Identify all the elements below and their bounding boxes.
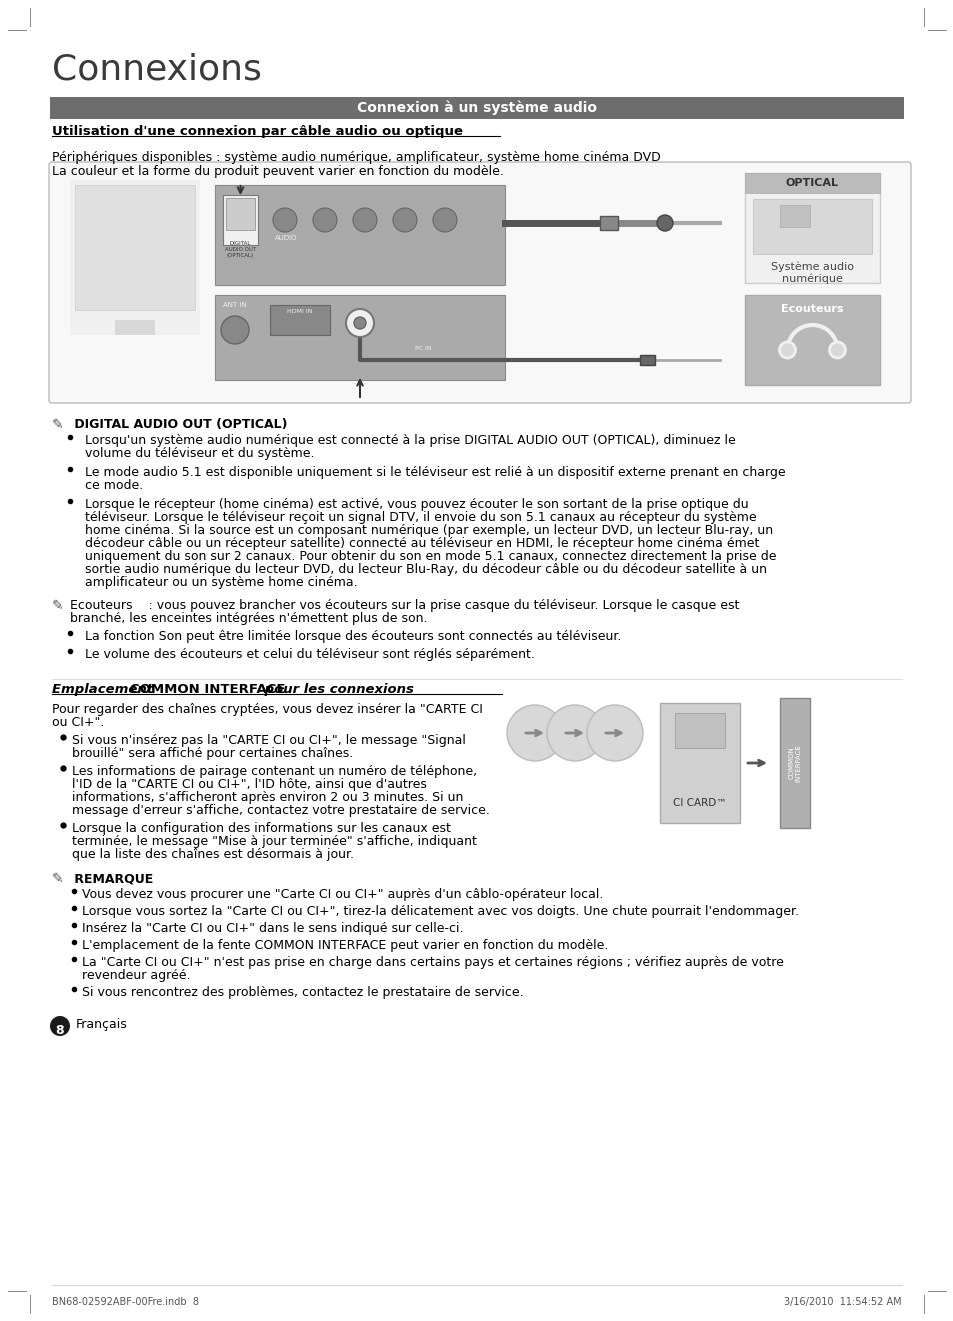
Text: décodeur câble ou un récepteur satellite) connecté au téléviseur en HDMI, le réc: décodeur câble ou un récepteur satellite… [85,538,759,550]
Text: HDMI IN: HDMI IN [287,309,313,314]
Text: ou CI+".: ou CI+". [52,716,104,729]
Bar [115,320,154,336]
Text: ce mode.: ce mode. [85,480,143,491]
Text: Si vous rencontrez des problèmes, contactez le prestataire de service.: Si vous rencontrez des problèmes, contac… [82,985,523,999]
Bar [70,180,200,336]
Text: DIGITAL AUDIO OUT (OPTICAL): DIGITAL AUDIO OUT (OPTICAL) [70,417,287,431]
Text: Pour regarder des chaînes cryptées, vous devez insérer la "CARTE CI: Pour regarder des chaînes cryptées, vous… [52,703,482,716]
Circle shape [273,207,296,232]
Circle shape [50,1016,70,1036]
Text: REMARQUE: REMARQUE [70,872,153,885]
Bar [223,196,257,244]
Bar [214,185,504,285]
Text: AUDIO: AUDIO [274,235,297,240]
Circle shape [346,309,374,337]
Text: PC IN: PC IN [415,346,431,351]
Text: branché, les enceintes intégrées n'émettent plus de son.: branché, les enceintes intégrées n'émett… [70,612,427,625]
FancyBboxPatch shape [49,162,910,403]
Circle shape [506,705,562,761]
Text: Lorsqu'un système audio numérique est connecté à la prise DIGITAL AUDIO OUT (OPT: Lorsqu'un système audio numérique est co… [85,435,735,446]
Bar [744,173,879,283]
Text: Périphériques disponibles : système audio numérique, amplificateur, système home: Périphériques disponibles : système audi… [52,151,660,164]
Bar [744,295,879,384]
Text: Lorsque la configuration des informations sur les canaux est: Lorsque la configuration des information… [71,822,451,835]
Circle shape [353,207,376,232]
Bar [270,305,330,336]
Text: La "Carte CI ou CI+" n'est pas prise en charge dans certains pays et certaines r: La "Carte CI ou CI+" n'est pas prise en … [82,956,783,970]
Text: ANT IN: ANT IN [223,303,247,308]
Bar [744,173,879,193]
Bar [639,355,655,365]
Text: Les informations de pairage contenant un numéro de téléphone,: Les informations de pairage contenant un… [71,765,476,778]
Text: message d'erreur s'affiche, contactez votre prestataire de service.: message d'erreur s'affiche, contactez vo… [71,804,489,816]
Text: Lorsque vous sortez la "Carte CI ou CI+", tirez-la délicatement avec vos doigts.: Lorsque vous sortez la "Carte CI ou CI+"… [82,905,799,918]
Text: Ecouteurs: Ecouteurs [781,304,842,314]
Text: Français: Français [76,1018,128,1030]
Text: revendeur agréé.: revendeur agréé. [82,970,191,982]
Text: CI CARD™: CI CARD™ [673,798,726,808]
Text: COMMON INTERFACE: COMMON INTERFACE [130,683,285,696]
Bar [780,205,809,227]
Text: Ecouteurs    : vous pouvez brancher vos écouteurs sur la prise casque du télévis: Ecouteurs : vous pouvez brancher vos éco… [70,598,739,612]
Text: Emplacement: Emplacement [52,683,157,696]
Text: Connexion à un système audio: Connexion à un système audio [356,100,597,115]
Text: Si vous n'insérez pas la "CARTE CI ou CI+", le message "Signal: Si vous n'insérez pas la "CARTE CI ou CI… [71,734,465,746]
Text: BN68-02592ABF-00Fre.indb  8: BN68-02592ABF-00Fre.indb 8 [52,1297,199,1306]
Text: home cinéma. Si la source est un composant numérique (par exemple, un lecteur DV: home cinéma. Si la source est un composa… [85,524,772,538]
Text: ✎: ✎ [52,872,64,886]
Text: sortie audio numérique du lecteur DVD, du lecteur Blu-Ray, du décodeur câble ou : sortie audio numérique du lecteur DVD, d… [85,563,766,576]
Circle shape [393,207,416,232]
Text: Le mode audio 5.1 est disponible uniquement si le téléviseur est relié à un disp: Le mode audio 5.1 est disponible uniquem… [85,466,785,480]
Circle shape [354,317,366,329]
Circle shape [657,215,672,231]
Bar [214,295,504,380]
Text: Lorsque le récepteur (home cinéma) est activé, vous pouvez écouter le son sortan: Lorsque le récepteur (home cinéma) est a… [85,498,748,511]
Text: ✎: ✎ [52,417,64,432]
Text: COMMON
INTERFACE: COMMON INTERFACE [788,744,801,782]
Circle shape [586,705,642,761]
Text: La couleur et la forme du produit peuvent varier en fonction du modèle.: La couleur et la forme du produit peuven… [52,165,503,178]
Bar [226,198,254,230]
Text: Insérez la "Carte CI ou CI+" dans le sens indiqué sur celle-ci.: Insérez la "Carte CI ou CI+" dans le sen… [82,922,463,935]
Bar [752,199,871,254]
Circle shape [828,342,844,358]
Text: Connexions: Connexions [52,53,262,87]
Text: Vous devez vous procurer une "Carte CI ou CI+" auprès d'un câblo-opérateur local: Vous devez vous procurer une "Carte CI o… [82,888,602,901]
Circle shape [313,207,336,232]
Text: brouillé" sera affiché pour certaines chaînes.: brouillé" sera affiché pour certaines ch… [71,746,353,760]
Text: l'ID de la "CARTE CI ou CI+", l'ID hôte, ainsi que d'autres: l'ID de la "CARTE CI ou CI+", l'ID hôte,… [71,778,426,791]
Bar [780,697,809,828]
Bar [50,96,903,119]
Text: Utilisation d'une connexion par câble audio ou optique: Utilisation d'une connexion par câble au… [52,125,462,137]
Circle shape [221,316,249,343]
Text: Système audio: Système audio [770,262,853,272]
Bar [675,713,724,748]
Text: L'emplacement de la fente COMMON INTERFACE peut varier en fonction du modèle.: L'emplacement de la fente COMMON INTERFA… [82,939,608,952]
Text: Le volume des écouteurs et celui du téléviseur sont réglés séparément.: Le volume des écouteurs et celui du télé… [85,649,535,660]
Text: informations, s'afficheront après environ 2 ou 3 minutes. Si un: informations, s'afficheront après enviro… [71,791,463,804]
Text: DIGITAL
AUDIO OUT
(OPTICAL): DIGITAL AUDIO OUT (OPTICAL) [225,240,255,258]
Text: uniquement du son sur 2 canaux. Pour obtenir du son en mode 5.1 canaux, connecte: uniquement du son sur 2 canaux. Pour obt… [85,550,776,563]
Text: La fonction Son peut être limitée lorsque des écouteurs sont connectés au télévi: La fonction Son peut être limitée lorsqu… [85,630,620,643]
Text: terminée, le message "Mise à jour terminée" s'affiche, indiquant: terminée, le message "Mise à jour termin… [71,835,476,848]
Text: volume du téléviseur et du système.: volume du téléviseur et du système. [85,446,314,460]
Bar [659,703,740,823]
Text: pour les connexions: pour les connexions [260,683,414,696]
Bar [599,217,618,230]
Text: numérique: numérique [781,273,842,284]
Circle shape [433,207,456,232]
Text: ✎: ✎ [52,598,64,613]
Text: OPTICAL: OPTICAL [785,178,838,188]
Text: que la liste des chaînes est désormais à jour.: que la liste des chaînes est désormais à… [71,848,354,861]
Circle shape [546,705,602,761]
Circle shape [779,342,795,358]
Text: 8: 8 [55,1024,64,1037]
Text: 3/16/2010  11:54:52 AM: 3/16/2010 11:54:52 AM [783,1297,901,1306]
Bar [75,185,194,310]
Text: amplificateur ou un système home cinéma.: amplificateur ou un système home cinéma. [85,576,357,589]
Text: téléviseur. Lorsque le téléviseur reçoit un signal DTV, il envoie du son 5.1 can: téléviseur. Lorsque le téléviseur reçoit… [85,511,756,524]
